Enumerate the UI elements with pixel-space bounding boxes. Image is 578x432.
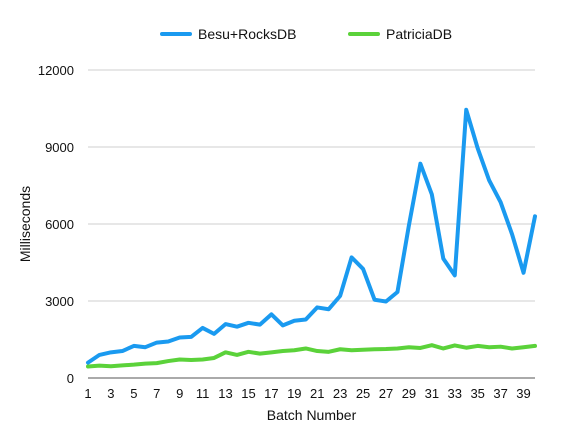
x-tick-label: 17 <box>264 386 278 401</box>
x-tick-label: 23 <box>333 386 347 401</box>
series-layer <box>86 107 537 369</box>
x-tick-label: 33 <box>448 386 462 401</box>
x-tick-label: 13 <box>218 386 232 401</box>
x-tick-label: 21 <box>310 386 324 401</box>
x-axis-ticks: 1 3 5 7 9 11 13 15 17 19 21 23 25 27 29 31 33 35 37 39 <box>84 386 530 401</box>
y-axis-ticks: 0 3000 6000 9000 12000 <box>38 63 74 386</box>
y-tick-label: 0 <box>67 371 74 386</box>
x-tick-label: 9 <box>176 386 183 401</box>
y-tick-label: 12000 <box>38 63 74 78</box>
x-tick-label: 39 <box>516 386 530 401</box>
x-tick-label: 5 <box>130 386 137 401</box>
series-line-besu-rocksdb <box>86 107 537 365</box>
y-tick-label: 3000 <box>45 294 74 309</box>
x-axis-title: Batch Number <box>267 407 357 423</box>
legend-label: Besu+RocksDB <box>198 26 296 42</box>
x-tick-label: 11 <box>196 386 210 401</box>
x-tick-label: 19 <box>287 386 301 401</box>
x-tick-label: 25 <box>356 386 370 401</box>
x-tick-label: 15 <box>241 386 255 401</box>
x-tick-label: 31 <box>425 386 439 401</box>
x-tick-label: 37 <box>493 386 507 401</box>
series-line-patriciadb <box>86 343 537 369</box>
legend-label: PatriciaDB <box>386 26 452 42</box>
y-tick-label: 9000 <box>45 140 74 155</box>
x-tick-label: 1 <box>84 386 91 401</box>
x-tick-label: 7 <box>153 386 160 401</box>
x-tick-label: 29 <box>402 386 416 401</box>
y-tick-label: 6000 <box>45 217 74 232</box>
x-tick-label: 3 <box>107 386 114 401</box>
x-tick-label: 35 <box>470 386 484 401</box>
y-axis-title: Milliseconds <box>17 186 33 262</box>
legend: Besu+RocksDB PatriciaDB <box>160 26 452 42</box>
x-tick-label: 27 <box>379 386 393 401</box>
grid <box>88 69 535 379</box>
